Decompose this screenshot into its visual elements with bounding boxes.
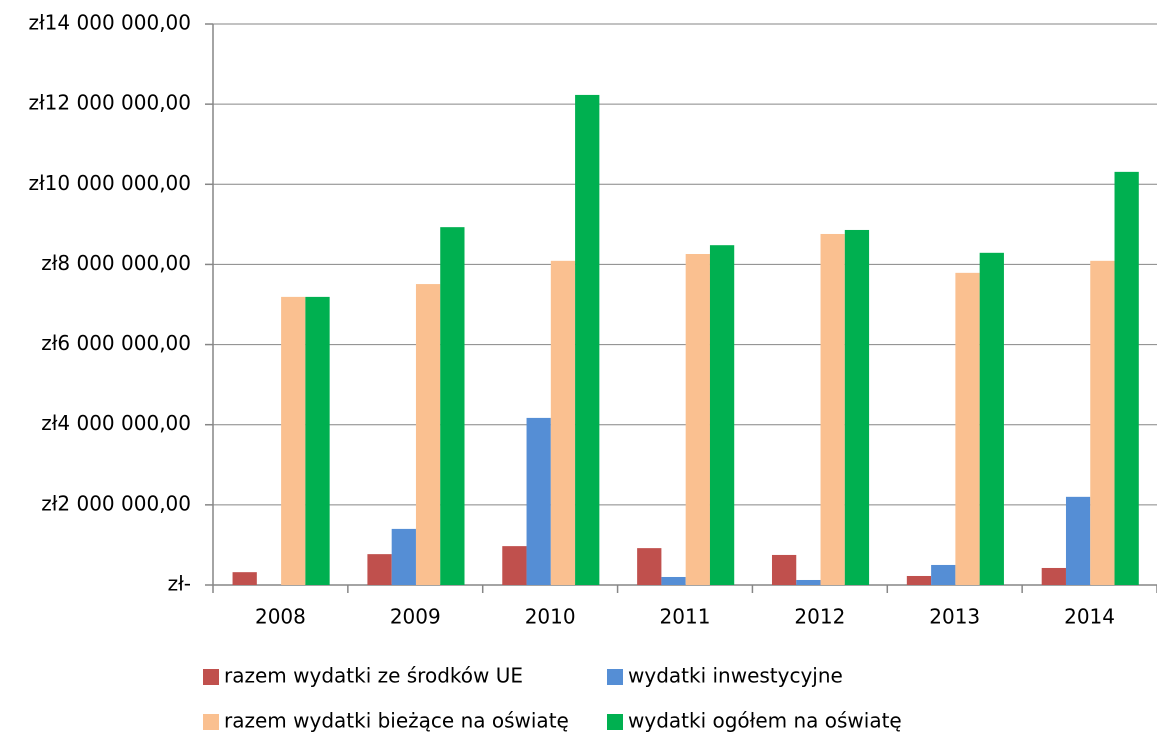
x-tick-label: 2013 <box>929 605 980 629</box>
legend-label: wydatki ogółem na oświatę <box>628 709 902 733</box>
x-tick-label: 2009 <box>390 605 441 629</box>
bar <box>1065 496 1091 585</box>
bar <box>771 554 797 585</box>
bar <box>796 579 821 585</box>
bar <box>281 296 306 585</box>
bar <box>367 554 392 585</box>
legend-swatch <box>203 669 219 685</box>
legend-label: wydatki inwestycyjne <box>628 664 843 688</box>
bar <box>955 272 980 585</box>
bar <box>685 254 710 585</box>
bar <box>502 546 527 585</box>
y-tick-label: zł2 000 000,00 <box>41 491 191 515</box>
bar <box>1090 260 1115 585</box>
bar <box>305 296 330 585</box>
bar <box>906 575 932 585</box>
y-tick-label: zł4 000 000,00 <box>41 411 191 435</box>
bar <box>931 564 956 585</box>
x-tick-label: 2012 <box>794 605 845 629</box>
y-tick-label: zł10 000 000,00 <box>29 171 192 195</box>
y-tick-label: zł14 000 000,00 <box>29 11 192 35</box>
x-tick-label: 2008 <box>255 605 306 629</box>
legend-swatch <box>607 669 623 685</box>
y-tick-label: zł12 000 000,00 <box>29 91 192 115</box>
bar <box>391 528 416 585</box>
bar <box>440 227 465 585</box>
bar <box>526 417 551 585</box>
legend-label: razem wydatki ze środków UE <box>224 664 523 688</box>
bar <box>1114 171 1139 585</box>
bar <box>820 233 845 585</box>
y-tick-label: zł6 000 000,00 <box>41 331 191 355</box>
bar <box>637 548 662 585</box>
bar <box>1041 567 1066 585</box>
bar <box>550 260 576 585</box>
y-tick-label: zł- <box>168 572 191 596</box>
bar <box>979 252 1004 585</box>
bar <box>661 576 686 585</box>
x-tick-label: 2010 <box>525 605 576 629</box>
x-tick-label: 2014 <box>1064 605 1115 629</box>
legend-label: razem wydatki bieżące na oświatę <box>224 709 569 733</box>
x-tick-label: 2011 <box>660 605 711 629</box>
bar <box>232 572 257 585</box>
bar <box>575 94 600 586</box>
bar <box>415 284 441 585</box>
bar <box>709 245 735 586</box>
bar <box>844 229 870 585</box>
y-tick-label: zł8 000 000,00 <box>41 251 191 275</box>
legend-swatch <box>607 714 623 730</box>
legend-swatch <box>203 714 219 730</box>
